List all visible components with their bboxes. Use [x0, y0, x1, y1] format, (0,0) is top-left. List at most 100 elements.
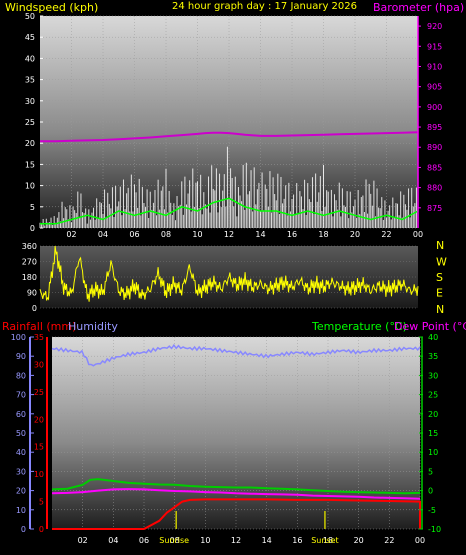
- windspeed-label: Windspeed (kph): [5, 1, 98, 14]
- wind-x-tick-label: 00: [413, 230, 423, 239]
- temp-x-tick-label: 16: [292, 536, 302, 545]
- wind-average-line: [40, 197, 419, 225]
- temp-x-tick-label: 12: [231, 536, 241, 545]
- direction-tick-label: 90: [27, 289, 37, 298]
- wind-tick-label: 15: [25, 160, 35, 169]
- barometer-tick-label: 915: [427, 42, 442, 51]
- wind-tick-label: 0: [30, 224, 35, 233]
- sunrise-label: Sunrise: [159, 536, 189, 545]
- barometer-tick-label: 875: [427, 204, 442, 213]
- barometer-label: Barometer (hpa): [373, 1, 464, 14]
- wind-x-tick-label: 08: [161, 230, 171, 239]
- barometer-tick-label: 885: [427, 163, 442, 172]
- rainfall-line: [52, 498, 421, 530]
- direction-tick-label: 180: [22, 273, 37, 282]
- barometer-tick-label: 880: [427, 184, 442, 193]
- temperature-tick-label: 25: [428, 391, 438, 400]
- humidity-tick-label: 70: [16, 391, 26, 400]
- wind-x-tick-label: 14: [255, 230, 265, 239]
- compass-label: S: [436, 271, 443, 284]
- wind-panel-grid: [40, 15, 419, 229]
- wind-x-tick-label: 22: [381, 230, 391, 239]
- wind-tick-label: 20: [25, 139, 35, 148]
- temperature-panel-series: [51, 343, 421, 530]
- humidity-tick-label: 20: [16, 487, 26, 496]
- direction-panel-series: [39, 245, 419, 302]
- wind-x-tick-label: 18: [318, 230, 328, 239]
- rainfall-tick-label: 35: [34, 333, 44, 342]
- temp-x-tick-label: 10: [200, 536, 210, 545]
- rainfall-tick-label: 10: [34, 470, 44, 479]
- temperature-tick-label: -10: [428, 525, 441, 534]
- humidity-tick-label: 100: [11, 333, 26, 342]
- temperature-panel-axes: 010203040506070809010005101520253035-10-…: [11, 333, 441, 545]
- temp-x-tick-label: 06: [139, 536, 149, 545]
- humidity-tick-label: 80: [16, 371, 26, 380]
- rainfall-tick-label: 30: [34, 360, 44, 369]
- rainfall-tick-label: 5: [39, 498, 44, 507]
- humidity-tick-label: 50: [16, 429, 26, 438]
- temperature-label: Temperature (°C): [311, 320, 407, 333]
- wind-tick-label: 40: [25, 54, 35, 63]
- graph-title: 24 hour graph day : 17 January 2026: [172, 1, 357, 12]
- rainfall-tick-label: 25: [34, 388, 44, 397]
- temp-x-tick-label: 14: [262, 536, 272, 545]
- wind-x-tick-label: 04: [98, 230, 108, 239]
- wind-tick-label: 45: [25, 33, 35, 42]
- wind-x-tick-label: 16: [287, 230, 297, 239]
- wind-direction-line: [39, 245, 419, 302]
- temperature-tick-label: 40: [428, 333, 438, 342]
- wind-x-tick-label: 20: [350, 230, 360, 239]
- direction-panel-axes: 0 N 90 E 180 S 270 W 360 N: [22, 239, 447, 316]
- dewpoint-label: Dew Point (°C): [394, 320, 466, 333]
- wind-tick-label: 50: [25, 12, 35, 21]
- temp-x-tick-label: 18: [323, 536, 333, 545]
- temp-x-tick-label: 02: [78, 536, 88, 545]
- temperature-tick-label: 5: [428, 467, 433, 476]
- temperature-tick-label: 15: [428, 429, 438, 438]
- temperature-tick-label: 20: [428, 410, 438, 419]
- barometer-line: [40, 131, 419, 143]
- temperature-tick-label: 35: [428, 352, 438, 361]
- wind-panel-series: [39, 131, 419, 228]
- wind-tick-label: 10: [25, 182, 35, 191]
- temperature-tick-label: 10: [428, 448, 438, 457]
- humidity-tick-label: 10: [16, 506, 26, 515]
- temperature-tick-label: -5: [428, 506, 436, 515]
- dewpoint-line: [51, 488, 421, 500]
- rainfall-tick-label: 0: [39, 525, 44, 534]
- wind-tick-label: 30: [25, 97, 35, 106]
- temperature-tick-label: 30: [428, 371, 438, 380]
- rainfall-label: Rainfall (mm): [2, 320, 76, 333]
- wind-tick-label: 5: [30, 203, 35, 212]
- humidity-tick-label: 30: [16, 467, 26, 476]
- humidity-tick-label: 90: [16, 352, 26, 361]
- wind-x-tick-label: 02: [66, 230, 76, 239]
- wind-x-tick-label: 06: [129, 230, 139, 239]
- humidity-tick-label: 40: [16, 448, 26, 457]
- temperature-line: [51, 478, 421, 495]
- rainfall-tick-label: 20: [34, 415, 44, 424]
- barometer-tick-label: 920: [427, 22, 442, 31]
- temp-x-tick-label: 20: [354, 536, 364, 545]
- direction-tick-label: 0: [32, 304, 37, 313]
- compass-label: N: [436, 239, 444, 252]
- direction-tick-label: 270: [22, 258, 37, 267]
- humidity-line: [51, 343, 421, 367]
- barometer-tick-label: 910: [427, 62, 442, 71]
- rainfall-tick-label: 15: [34, 443, 44, 452]
- humidity-tick-label: 0: [21, 525, 26, 534]
- temperature-tick-label: 0: [428, 487, 433, 496]
- temp-x-tick-label: 22: [384, 536, 394, 545]
- compass-label: N: [436, 303, 444, 316]
- temp-x-tick-label: 00: [415, 536, 425, 545]
- barometer-tick-label: 900: [427, 103, 442, 112]
- sunset-label: Sunset: [311, 536, 338, 545]
- barometer-tick-label: 905: [427, 83, 442, 92]
- wind-panel-axes: 0 5 10 15 20 25 30 35 40 45 50 875 880 885 890 895 900 90…: [25, 12, 442, 239]
- wind-tick-label: 25: [25, 118, 35, 127]
- compass-label: E: [436, 287, 443, 300]
- barometer-tick-label: 890: [427, 143, 442, 152]
- temp-x-tick-label: 04: [108, 536, 118, 545]
